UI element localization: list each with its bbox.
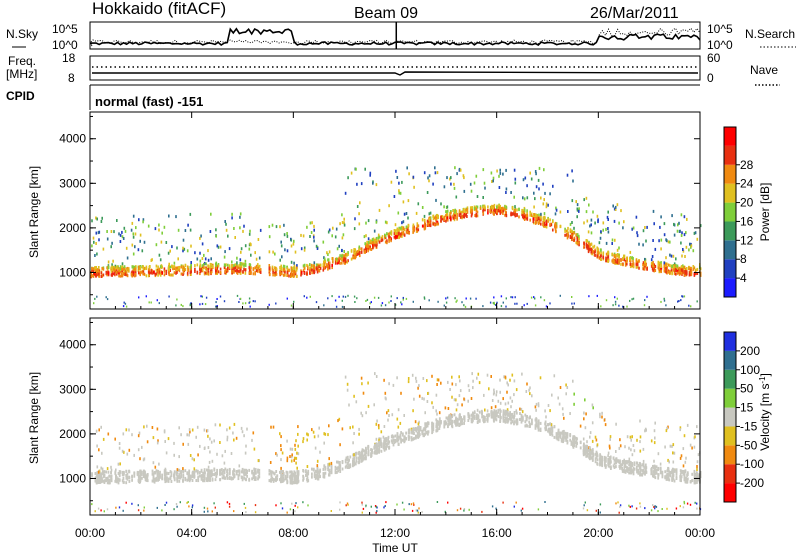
colorbar-swatch bbox=[724, 483, 736, 502]
freq-unit: [MHz] bbox=[6, 67, 37, 81]
nsearch-trace bbox=[89, 27, 701, 47]
ytick-label: 3000 bbox=[59, 176, 86, 190]
colorbar-swatch bbox=[724, 221, 736, 241]
nave-tick-top: 60 bbox=[707, 51, 721, 65]
colorbar-swatch bbox=[724, 332, 736, 351]
colorbar-swatch bbox=[724, 278, 736, 297]
colorbar-swatch bbox=[724, 388, 736, 408]
time-xlabel: Time UT bbox=[372, 541, 418, 554]
xtick-label: 08:00 bbox=[278, 526, 308, 540]
colorbar-swatch bbox=[724, 202, 736, 222]
nsky-label: N.Sky bbox=[6, 27, 38, 41]
velocity-colorbar: 200 100 50 15 -15 -50 -100 -200 Velocity [m s-1… bbox=[723, 331, 773, 503]
power-colorbar-tick: 16 bbox=[740, 214, 754, 228]
colorbar-swatch bbox=[724, 183, 736, 203]
ytick-label: 2000 bbox=[59, 427, 86, 441]
colorbar-swatch bbox=[724, 164, 736, 184]
power-colorbar-tick: 4 bbox=[740, 271, 747, 285]
ytick-label: 4000 bbox=[59, 338, 86, 352]
nsearch-label: N.Search bbox=[745, 27, 795, 41]
nsky-trace bbox=[89, 27, 701, 46]
velocity-ylabel: Slant Range [km] bbox=[27, 372, 41, 464]
date-title: 26/Mar/2011 bbox=[590, 5, 679, 22]
colorbar-swatch bbox=[724, 369, 736, 389]
power-colorbar-tick: 20 bbox=[740, 196, 754, 210]
cpid-panel: CPID normal (fast) -151 bbox=[6, 84, 700, 110]
nsearch-tick-top: 10^5 bbox=[707, 22, 733, 36]
ytick-label: 2000 bbox=[59, 221, 86, 235]
nave-tick-bottom: 0 bbox=[707, 71, 714, 85]
colorbar-swatch bbox=[724, 464, 736, 484]
nsearch-tick-bottom: 10^0 bbox=[707, 38, 733, 52]
power-colorbar: 4 8 12 16 20 24 28 Power [dB] bbox=[723, 126, 772, 298]
velocity-colorbar-tick: -100 bbox=[740, 457, 764, 471]
colorbar-swatch bbox=[724, 259, 736, 279]
colorbar-swatch bbox=[724, 407, 736, 427]
velocity-colorbar-tick: 100 bbox=[740, 363, 760, 377]
velocity-colorbar-tick: 50 bbox=[740, 382, 754, 396]
velocity-colorbar-tick: 200 bbox=[740, 344, 760, 358]
colorbar-swatch bbox=[724, 445, 736, 465]
nave-label: Nave bbox=[750, 63, 778, 77]
power-panel: 1000 2000 3000 4000 Slant Range [km] bbox=[27, 111, 702, 310]
colorbar-swatch bbox=[724, 350, 736, 370]
power-colorbar-tick: 12 bbox=[740, 233, 754, 247]
xtick-label: 00:00 bbox=[685, 526, 715, 540]
colorbar-swatch bbox=[724, 426, 736, 446]
cpid-text: normal (fast) -151 bbox=[95, 94, 203, 109]
power-colorbar-tick: 24 bbox=[740, 177, 754, 191]
station-title: Hokkaido (fitACF) bbox=[92, 0, 226, 18]
ytick-label: 1000 bbox=[59, 265, 86, 279]
velocity-colorbar-tick: 15 bbox=[740, 401, 754, 415]
freq-tick-top: 18 bbox=[62, 51, 76, 65]
ytick-label: 1000 bbox=[59, 471, 86, 485]
cpid-label: CPID bbox=[6, 89, 35, 103]
power-colorbar-tick: 28 bbox=[740, 158, 754, 172]
velocity-colorbar-tick: -15 bbox=[740, 419, 758, 433]
nsky-tick-top: 10^5 bbox=[52, 22, 78, 36]
nsky-tick-bottom: 10^0 bbox=[52, 38, 78, 52]
power-colorbar-tick: 8 bbox=[740, 252, 747, 266]
velocity-colorbar-tick: -200 bbox=[740, 476, 764, 490]
xtick-label: 20:00 bbox=[583, 526, 613, 540]
ytick-label: 3000 bbox=[59, 382, 86, 396]
power-ylabel: Slant Range [km] bbox=[27, 166, 41, 258]
freq-panel: Freq. [MHz] 18 8 60 0 Nave bbox=[6, 51, 780, 86]
xtick-label: 04:00 bbox=[177, 526, 207, 540]
velocity-panel: 1000 2000 3000 4000 00:00 04:00 08:00 12:00 16:… bbox=[27, 112, 715, 554]
xtick-label: 00:00 bbox=[75, 526, 105, 540]
beam-title: Beam 09 bbox=[354, 5, 418, 22]
velocity-colorbar-label: Velocity [m s-1] bbox=[758, 373, 773, 451]
power-colorbar-label: Power [dB] bbox=[758, 183, 772, 242]
colorbar-swatch bbox=[724, 145, 736, 165]
ytick-label: 4000 bbox=[59, 132, 86, 146]
freq-label: Freq. bbox=[8, 54, 36, 68]
xtick-label: 12:00 bbox=[380, 526, 410, 540]
xtick-label: 16:00 bbox=[482, 526, 512, 540]
colorbar-swatch bbox=[724, 240, 736, 260]
freq-tick-bottom: 8 bbox=[68, 71, 75, 85]
colorbar-swatch bbox=[724, 127, 736, 146]
nsky-panel: N.Sky 10^5 10^0 10^5 10^0 N.Search bbox=[6, 21, 796, 52]
velocity-colorbar-tick: -50 bbox=[740, 438, 758, 452]
